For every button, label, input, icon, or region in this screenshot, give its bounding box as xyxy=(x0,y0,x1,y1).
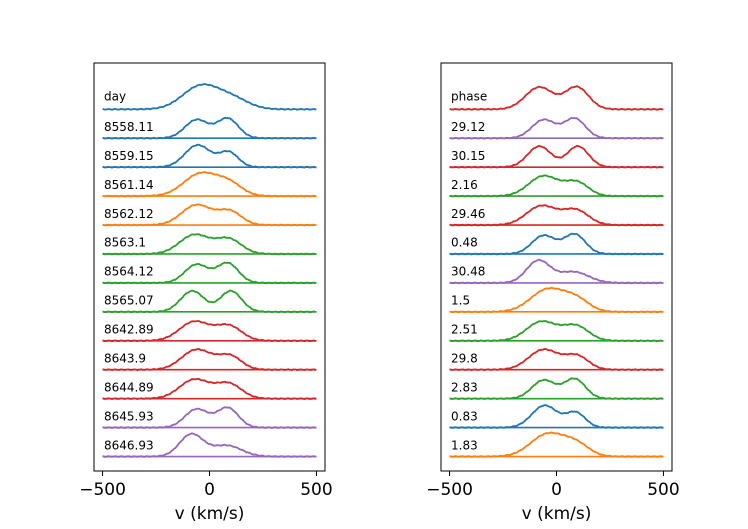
series-label: 8562.12 xyxy=(104,207,154,221)
profile-line xyxy=(449,431,664,458)
profile-line xyxy=(102,261,317,285)
profile-line xyxy=(449,348,664,372)
profile-line xyxy=(102,171,317,198)
series-label: 1.5 xyxy=(451,294,470,308)
series-8644-89: 8644.89 xyxy=(102,378,317,401)
series-2-51: 2.51 xyxy=(449,320,664,343)
series-label: 29.12 xyxy=(451,120,485,134)
x-tick-label: 500 xyxy=(647,480,679,500)
x-axis-label: v (km/s) xyxy=(522,504,592,524)
series-mean xyxy=(102,83,317,111)
profile-line xyxy=(102,320,317,343)
profile-line xyxy=(449,204,664,227)
profile-line xyxy=(102,378,317,401)
series-label: 8561.14 xyxy=(104,178,154,192)
profile-line xyxy=(102,289,317,314)
profile-line xyxy=(449,85,664,111)
series-30-15: 30.15 xyxy=(449,144,664,169)
series-1-83: 1.83 xyxy=(449,431,664,458)
series-label: 8563.1 xyxy=(104,236,146,250)
series-label: 2.16 xyxy=(451,178,478,192)
series-mean xyxy=(449,85,664,111)
profile-line xyxy=(102,348,317,372)
profile-line xyxy=(449,286,664,314)
x-tick-label: 500 xyxy=(300,480,332,500)
x-tick-label: 0 xyxy=(551,480,562,500)
series-label: 8645.93 xyxy=(104,409,154,423)
profile-line xyxy=(102,233,317,256)
profile-line xyxy=(449,144,664,169)
series-8646-93: 8646.93 xyxy=(102,432,317,458)
series-label: 0.83 xyxy=(451,409,478,423)
series-8563-1: 8563.1 xyxy=(102,233,317,256)
series-8558-11: 8558.11 xyxy=(102,116,317,140)
series-2-16: 2.16 xyxy=(449,174,664,198)
series-2-83: 2.83 xyxy=(449,377,664,401)
series-label: 29.8 xyxy=(451,351,478,365)
series-0-48: 0.48 xyxy=(449,232,664,256)
series-8561-14: 8561.14 xyxy=(102,171,317,198)
x-axis-label: v (km/s) xyxy=(175,504,245,524)
series-label: 29.46 xyxy=(451,207,485,221)
series-label: 1.83 xyxy=(451,438,478,452)
series-label: 8565.07 xyxy=(104,294,154,308)
series-8559-15: 8559.15 xyxy=(102,143,317,169)
series-label: 8564.12 xyxy=(104,265,154,279)
legend-title: day xyxy=(104,90,126,104)
profile-line xyxy=(449,404,664,429)
profile-line xyxy=(449,174,664,198)
profile-line xyxy=(449,232,664,256)
series-8643-9: 8643.9 xyxy=(102,348,317,372)
panel-left: 8558.11 8559.15 8561.14 8562.12 8563.1 8564.1… xyxy=(79,62,333,524)
profile-line xyxy=(449,258,664,285)
series-label: 8642.89 xyxy=(104,323,154,337)
profile-line xyxy=(102,143,317,169)
profile-line xyxy=(102,432,317,458)
series-label: 8644.89 xyxy=(104,380,154,394)
x-tick-label: 0 xyxy=(204,480,215,500)
profile-line xyxy=(449,320,664,343)
series-label: 8643.9 xyxy=(104,351,146,365)
x-tick-label: −500 xyxy=(426,480,473,500)
series-label: 30.15 xyxy=(451,149,485,163)
panel-right: 29.12 30.15 2.16 29.46 0.48 30.48 1.5 2.51 29.8 2… xyxy=(426,62,680,524)
series-1-5: 1.5 xyxy=(449,286,664,314)
x-tick-label: −500 xyxy=(79,480,126,500)
series-8645-93: 8645.93 xyxy=(102,406,317,429)
legend-title: phase xyxy=(451,90,487,104)
series-label: 0.48 xyxy=(451,236,478,250)
series-0-83: 0.83 xyxy=(449,404,664,429)
profile-line xyxy=(449,116,664,140)
series-8562-12: 8562.12 xyxy=(102,203,317,227)
series-29-8: 29.8 xyxy=(449,348,664,372)
profile-line xyxy=(449,377,664,401)
series-8564-12: 8564.12 xyxy=(102,261,317,285)
series-label: 8558.11 xyxy=(104,120,154,134)
series-label: 30.48 xyxy=(451,265,485,279)
series-8642-89: 8642.89 xyxy=(102,320,317,343)
series-label: 2.51 xyxy=(451,323,478,337)
series-30-48: 30.48 xyxy=(449,258,664,285)
series-29-46: 29.46 xyxy=(449,204,664,227)
profile-line xyxy=(102,203,317,227)
profile-line xyxy=(102,116,317,140)
series-label: 8559.15 xyxy=(104,149,154,163)
series-29-12: 29.12 xyxy=(449,116,664,140)
profile-line xyxy=(102,83,317,111)
series-label: 2.83 xyxy=(451,380,478,394)
series-label: 8646.93 xyxy=(104,438,154,452)
series-8565-07: 8565.07 xyxy=(102,289,317,314)
profile-line xyxy=(102,406,317,429)
